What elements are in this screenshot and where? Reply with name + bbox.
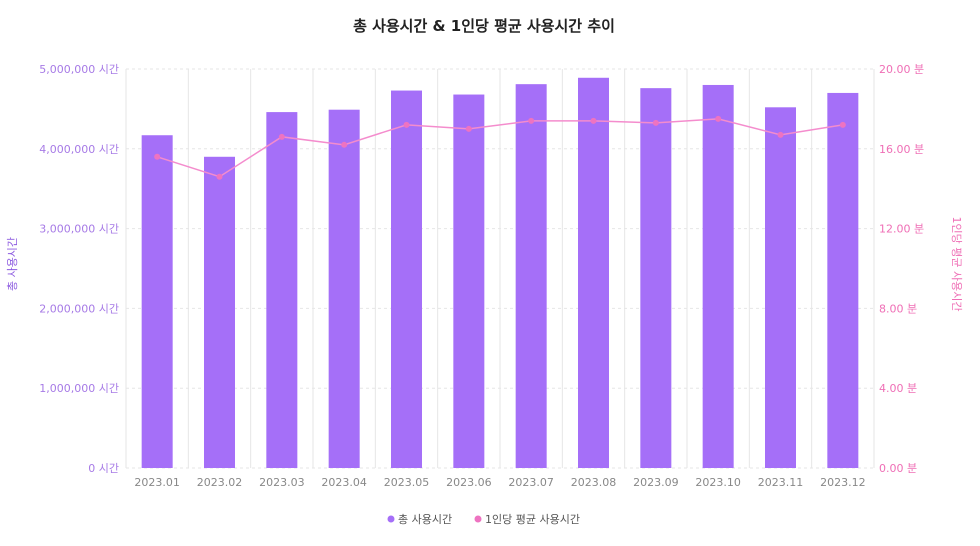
- bar: [453, 94, 485, 468]
- x-tick-label: 2023.03: [259, 476, 305, 489]
- x-tick-label: 2023.04: [321, 476, 367, 489]
- legend: 총 사용시간 1인당 평균 사용시간: [387, 513, 580, 526]
- y2-tick-label: 20.00 분: [879, 63, 924, 76]
- line-point: [216, 173, 223, 180]
- y-tick-label: 2,000,000 시간: [39, 302, 119, 315]
- legend-label-bar: 총 사용시간: [398, 513, 452, 526]
- bar: [204, 156, 235, 468]
- y-tick-label: 0 시간: [88, 462, 119, 475]
- y2-tick-label: 8.00 분: [879, 302, 917, 315]
- left-axis-ticks: 0 시간 1,000,000 시간 2,000,000 시간 3,000,000 시간…: [39, 63, 119, 475]
- chart-grid: [125, 68, 875, 469]
- bar: [765, 107, 796, 468]
- bar: [391, 90, 422, 469]
- y2-tick-label: 0.00 분: [879, 462, 917, 475]
- legend-label-line: 1인당 평균 사용시간: [485, 513, 580, 526]
- y-tick-label: 1,000,000 시간: [39, 382, 119, 395]
- right-axis-title: 1인당 평균 사용시간: [950, 217, 963, 312]
- bar: [266, 112, 298, 468]
- y-tick-label: 5,000,000 시간: [39, 63, 119, 76]
- x-tick-label: 2023.10: [695, 476, 741, 489]
- bar: [515, 84, 547, 469]
- x-tick-label: 2023.08: [571, 476, 617, 489]
- line-point: [403, 121, 410, 128]
- x-axis-ticks: 2023.01 2023.02 2023.03 2023.04 2023.05 2023.…: [134, 476, 865, 489]
- line-point: [590, 117, 597, 124]
- x-tick-label: 2023.09: [633, 476, 679, 489]
- bar-series: [141, 77, 859, 469]
- line-series: [154, 115, 846, 180]
- left-axis-title: 총 사용시간: [6, 237, 19, 291]
- bar: [640, 88, 672, 468]
- y-tick-label: 4,000,000 시간: [39, 143, 119, 156]
- legend-marker-line: [474, 515, 482, 523]
- line-point: [278, 133, 285, 140]
- y-tick-label: 3,000,000 시간: [39, 223, 119, 236]
- legend-marker-bar: [387, 515, 395, 523]
- y2-tick-label: 12.00 분: [879, 223, 924, 236]
- line-point: [154, 153, 161, 160]
- y2-tick-label: 4.00 분: [879, 382, 917, 395]
- x-tick-label: 2023.01: [134, 476, 180, 489]
- x-tick-label: 2023.06: [446, 476, 492, 489]
- line-path: [156, 118, 843, 178]
- bar: [827, 92, 859, 468]
- x-tick-label: 2023.07: [508, 476, 554, 489]
- x-tick-label: 2023.12: [820, 476, 866, 489]
- line-point: [528, 117, 535, 124]
- bar: [578, 77, 609, 468]
- x-tick-label: 2023.11: [758, 476, 804, 489]
- bar: [141, 135, 173, 468]
- line-point: [715, 115, 722, 122]
- line-point: [341, 141, 348, 148]
- bar: [702, 84, 734, 469]
- line-point: [652, 119, 659, 126]
- x-tick-label: 2023.02: [197, 476, 243, 489]
- chart-title: 총 사용시간 & 1인당 평균 사용시간 추이: [353, 17, 615, 35]
- right-axis-ticks: 0.00 분 4.00 분 8.00 분 12.00 분 16.00 분 20.00 분: [879, 63, 924, 475]
- x-tick-label: 2023.05: [384, 476, 430, 489]
- line-point: [839, 121, 846, 128]
- y2-tick-label: 16.00 분: [879, 143, 924, 156]
- line-point: [465, 125, 472, 132]
- line-point: [777, 131, 784, 138]
- bar: [328, 109, 360, 468]
